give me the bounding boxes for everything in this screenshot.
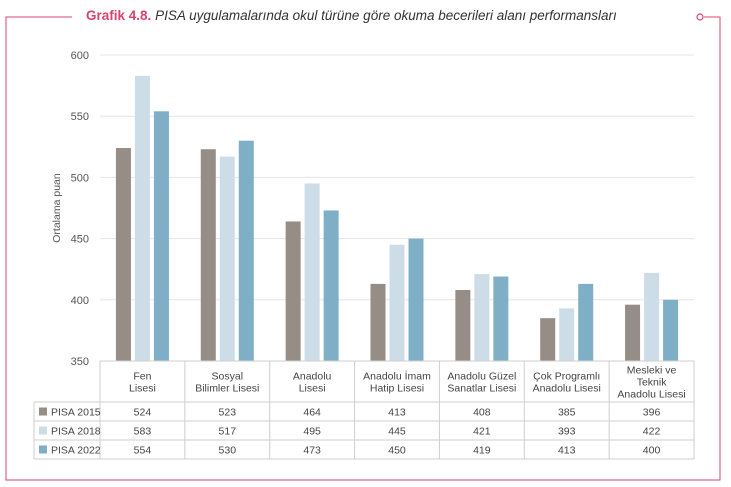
category-label: Sanatlar Lisesi [447, 383, 516, 395]
y-tick-label: 350 [71, 356, 89, 368]
y-tick-label: 600 [71, 50, 89, 62]
table-value: 421 [473, 426, 491, 438]
bar [153, 111, 169, 361]
bar [200, 149, 216, 361]
table-value: 473 [303, 445, 321, 457]
table-value: 396 [643, 407, 661, 419]
bar [578, 283, 594, 361]
category-label: Anadolu [293, 371, 332, 383]
bar [285, 221, 301, 361]
category-label: Lisesi [299, 383, 326, 395]
table-value: 495 [303, 426, 321, 438]
bar [663, 299, 679, 361]
legend-label: PISA 2018 [51, 426, 101, 438]
table-value: 445 [388, 426, 406, 438]
legend-swatch [39, 445, 47, 454]
category-label: Fen [133, 371, 151, 383]
table-value: 419 [473, 445, 491, 457]
chart-title-text: PISA uygulamalarında okul türüne göre ok… [155, 8, 617, 23]
table-value: 408 [473, 407, 491, 419]
bar [540, 318, 556, 361]
table-value: 422 [643, 426, 661, 438]
table-value: 400 [643, 445, 661, 457]
category-label: Anadolu İmam [363, 370, 431, 383]
legend-label: PISA 2022 [51, 445, 101, 457]
category-label: Sosyal [212, 371, 244, 383]
y-tick-label: 450 [71, 234, 89, 246]
category-label: Teknik [637, 377, 668, 389]
bar [455, 290, 471, 361]
category-label: Anadolu Lisesi [533, 383, 601, 395]
table-value: 464 [303, 407, 321, 419]
bar [370, 283, 386, 361]
table-value: 413 [388, 407, 406, 419]
category-label: Mesleki ve [627, 365, 677, 377]
y-tick-label: 550 [71, 111, 89, 123]
category-label: Bilimler Lisesi [195, 383, 259, 395]
bar [304, 183, 320, 361]
bar [134, 75, 150, 362]
bar [408, 238, 424, 361]
bar [389, 244, 405, 361]
category-label: Anadolu Güzel [447, 371, 516, 383]
category-label: Hatip Lisesi [370, 383, 424, 395]
table-value: 554 [134, 445, 152, 457]
category-label: Lisesi [129, 383, 156, 395]
category-label: Çok Programlı [533, 371, 600, 383]
bar [625, 304, 641, 361]
table-value: 530 [219, 445, 237, 457]
table-value: 523 [219, 407, 237, 419]
y-tick-label: 400 [71, 295, 89, 307]
y-axis-label: Ortalama puan [51, 173, 63, 243]
bar [323, 210, 339, 361]
y-tick-label: 500 [71, 172, 89, 184]
table-value: 393 [558, 426, 576, 438]
legend-swatch [39, 407, 47, 416]
bar [559, 308, 575, 361]
bar [115, 148, 131, 361]
bar [219, 156, 235, 361]
table-value: 517 [219, 426, 237, 438]
bar [493, 276, 509, 361]
bar [644, 272, 660, 361]
table-value: 413 [558, 445, 576, 457]
table-value: 450 [388, 445, 406, 457]
bar [238, 140, 254, 361]
chart-title: Grafik 4.8. PISA uygulamalarında okul tü… [80, 8, 623, 23]
table-value: 524 [134, 407, 152, 419]
legend-label: PISA 2015 [51, 407, 101, 419]
category-label: Anadolu Lisesi [617, 389, 685, 401]
legend-swatch [39, 426, 47, 435]
table-value: 385 [558, 407, 576, 419]
chart-title-number: Grafik 4.8. [86, 8, 152, 23]
table-value: 583 [134, 426, 152, 438]
bar [474, 274, 490, 361]
